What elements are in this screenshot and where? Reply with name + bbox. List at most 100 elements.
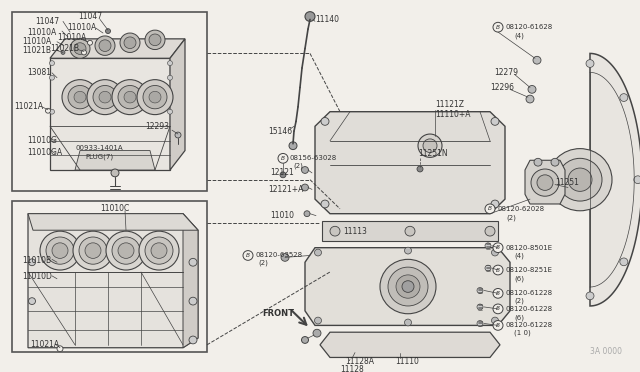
Circle shape bbox=[493, 321, 503, 330]
Circle shape bbox=[492, 249, 499, 256]
Circle shape bbox=[418, 134, 442, 157]
Text: 08120-62028: 08120-62028 bbox=[498, 206, 545, 212]
Circle shape bbox=[68, 86, 92, 109]
Text: 3A 0000: 3A 0000 bbox=[590, 347, 622, 356]
Circle shape bbox=[491, 200, 499, 208]
Circle shape bbox=[61, 51, 65, 54]
Circle shape bbox=[189, 297, 197, 305]
Circle shape bbox=[149, 91, 161, 103]
Circle shape bbox=[243, 251, 253, 260]
Text: B: B bbox=[281, 156, 285, 161]
Circle shape bbox=[151, 243, 167, 259]
Text: (2): (2) bbox=[506, 214, 516, 221]
Text: 08156-63028: 08156-63028 bbox=[290, 155, 337, 161]
Circle shape bbox=[528, 86, 536, 93]
Text: 11021A: 11021A bbox=[30, 340, 59, 349]
Circle shape bbox=[586, 60, 594, 67]
Text: 11010D: 11010D bbox=[22, 272, 52, 281]
Text: (4): (4) bbox=[514, 33, 524, 39]
Circle shape bbox=[145, 30, 165, 49]
Text: 11251: 11251 bbox=[555, 178, 579, 187]
Circle shape bbox=[477, 321, 483, 326]
Circle shape bbox=[404, 319, 412, 326]
Circle shape bbox=[40, 231, 80, 270]
Circle shape bbox=[124, 91, 136, 103]
Circle shape bbox=[74, 91, 86, 103]
Text: 13081: 13081 bbox=[27, 68, 51, 77]
Circle shape bbox=[106, 231, 146, 270]
Circle shape bbox=[531, 169, 559, 196]
Circle shape bbox=[49, 61, 54, 65]
Circle shape bbox=[492, 317, 499, 324]
Polygon shape bbox=[75, 151, 155, 170]
Polygon shape bbox=[315, 112, 505, 214]
Circle shape bbox=[52, 243, 68, 259]
Circle shape bbox=[81, 50, 86, 55]
Text: 12279: 12279 bbox=[494, 68, 518, 77]
Circle shape bbox=[168, 61, 173, 65]
Circle shape bbox=[29, 259, 35, 266]
Circle shape bbox=[62, 80, 98, 115]
Circle shape bbox=[405, 226, 415, 236]
Circle shape bbox=[168, 75, 173, 80]
Text: 08120-61228: 08120-61228 bbox=[506, 290, 553, 296]
Circle shape bbox=[73, 231, 113, 270]
Bar bbox=[12, 201, 207, 352]
Polygon shape bbox=[322, 221, 498, 241]
Text: 11121Z: 11121Z bbox=[435, 100, 464, 109]
Circle shape bbox=[477, 288, 483, 294]
Text: B: B bbox=[496, 323, 500, 328]
Circle shape bbox=[558, 158, 602, 201]
Polygon shape bbox=[305, 248, 510, 326]
Text: 11128A: 11128A bbox=[345, 357, 374, 366]
Circle shape bbox=[280, 172, 286, 178]
Text: 11010C: 11010C bbox=[100, 204, 129, 213]
Circle shape bbox=[74, 43, 86, 54]
Text: 08120-61228: 08120-61228 bbox=[506, 306, 553, 312]
Text: 11128: 11128 bbox=[340, 365, 364, 372]
Circle shape bbox=[485, 204, 495, 214]
Text: 11021B: 11021B bbox=[50, 44, 79, 53]
Circle shape bbox=[29, 298, 35, 305]
Polygon shape bbox=[50, 39, 185, 58]
Circle shape bbox=[112, 237, 140, 264]
Circle shape bbox=[85, 243, 101, 259]
Circle shape bbox=[537, 175, 553, 190]
Text: 11010GA: 11010GA bbox=[27, 148, 62, 157]
Text: 11110+A: 11110+A bbox=[435, 110, 470, 119]
Circle shape bbox=[493, 22, 503, 32]
Polygon shape bbox=[28, 214, 198, 230]
Circle shape bbox=[491, 118, 499, 125]
Circle shape bbox=[321, 118, 329, 125]
Circle shape bbox=[149, 34, 161, 46]
Text: 11010A: 11010A bbox=[27, 28, 56, 36]
Circle shape bbox=[95, 36, 115, 55]
Circle shape bbox=[45, 108, 51, 113]
Text: 08120-8251E: 08120-8251E bbox=[506, 267, 553, 273]
Circle shape bbox=[87, 80, 123, 115]
Text: 00933-1401A: 00933-1401A bbox=[75, 145, 123, 151]
Polygon shape bbox=[170, 39, 185, 170]
Circle shape bbox=[139, 231, 179, 270]
Text: B: B bbox=[496, 267, 500, 273]
Circle shape bbox=[493, 265, 503, 275]
Circle shape bbox=[380, 259, 436, 314]
Circle shape bbox=[301, 167, 308, 173]
Text: (2): (2) bbox=[514, 298, 524, 304]
Circle shape bbox=[396, 275, 420, 298]
Circle shape bbox=[534, 158, 542, 166]
Circle shape bbox=[145, 237, 173, 264]
Text: 11010: 11010 bbox=[270, 211, 294, 220]
Circle shape bbox=[404, 247, 412, 254]
Text: B: B bbox=[488, 206, 492, 211]
Circle shape bbox=[99, 91, 111, 103]
Text: 12121: 12121 bbox=[270, 169, 294, 177]
Circle shape bbox=[493, 243, 503, 253]
Text: FRONT: FRONT bbox=[262, 309, 294, 318]
Circle shape bbox=[313, 329, 321, 337]
Text: 11021B: 11021B bbox=[22, 46, 51, 55]
Polygon shape bbox=[28, 214, 198, 348]
Circle shape bbox=[330, 226, 340, 236]
Circle shape bbox=[634, 176, 640, 184]
Circle shape bbox=[321, 200, 329, 208]
